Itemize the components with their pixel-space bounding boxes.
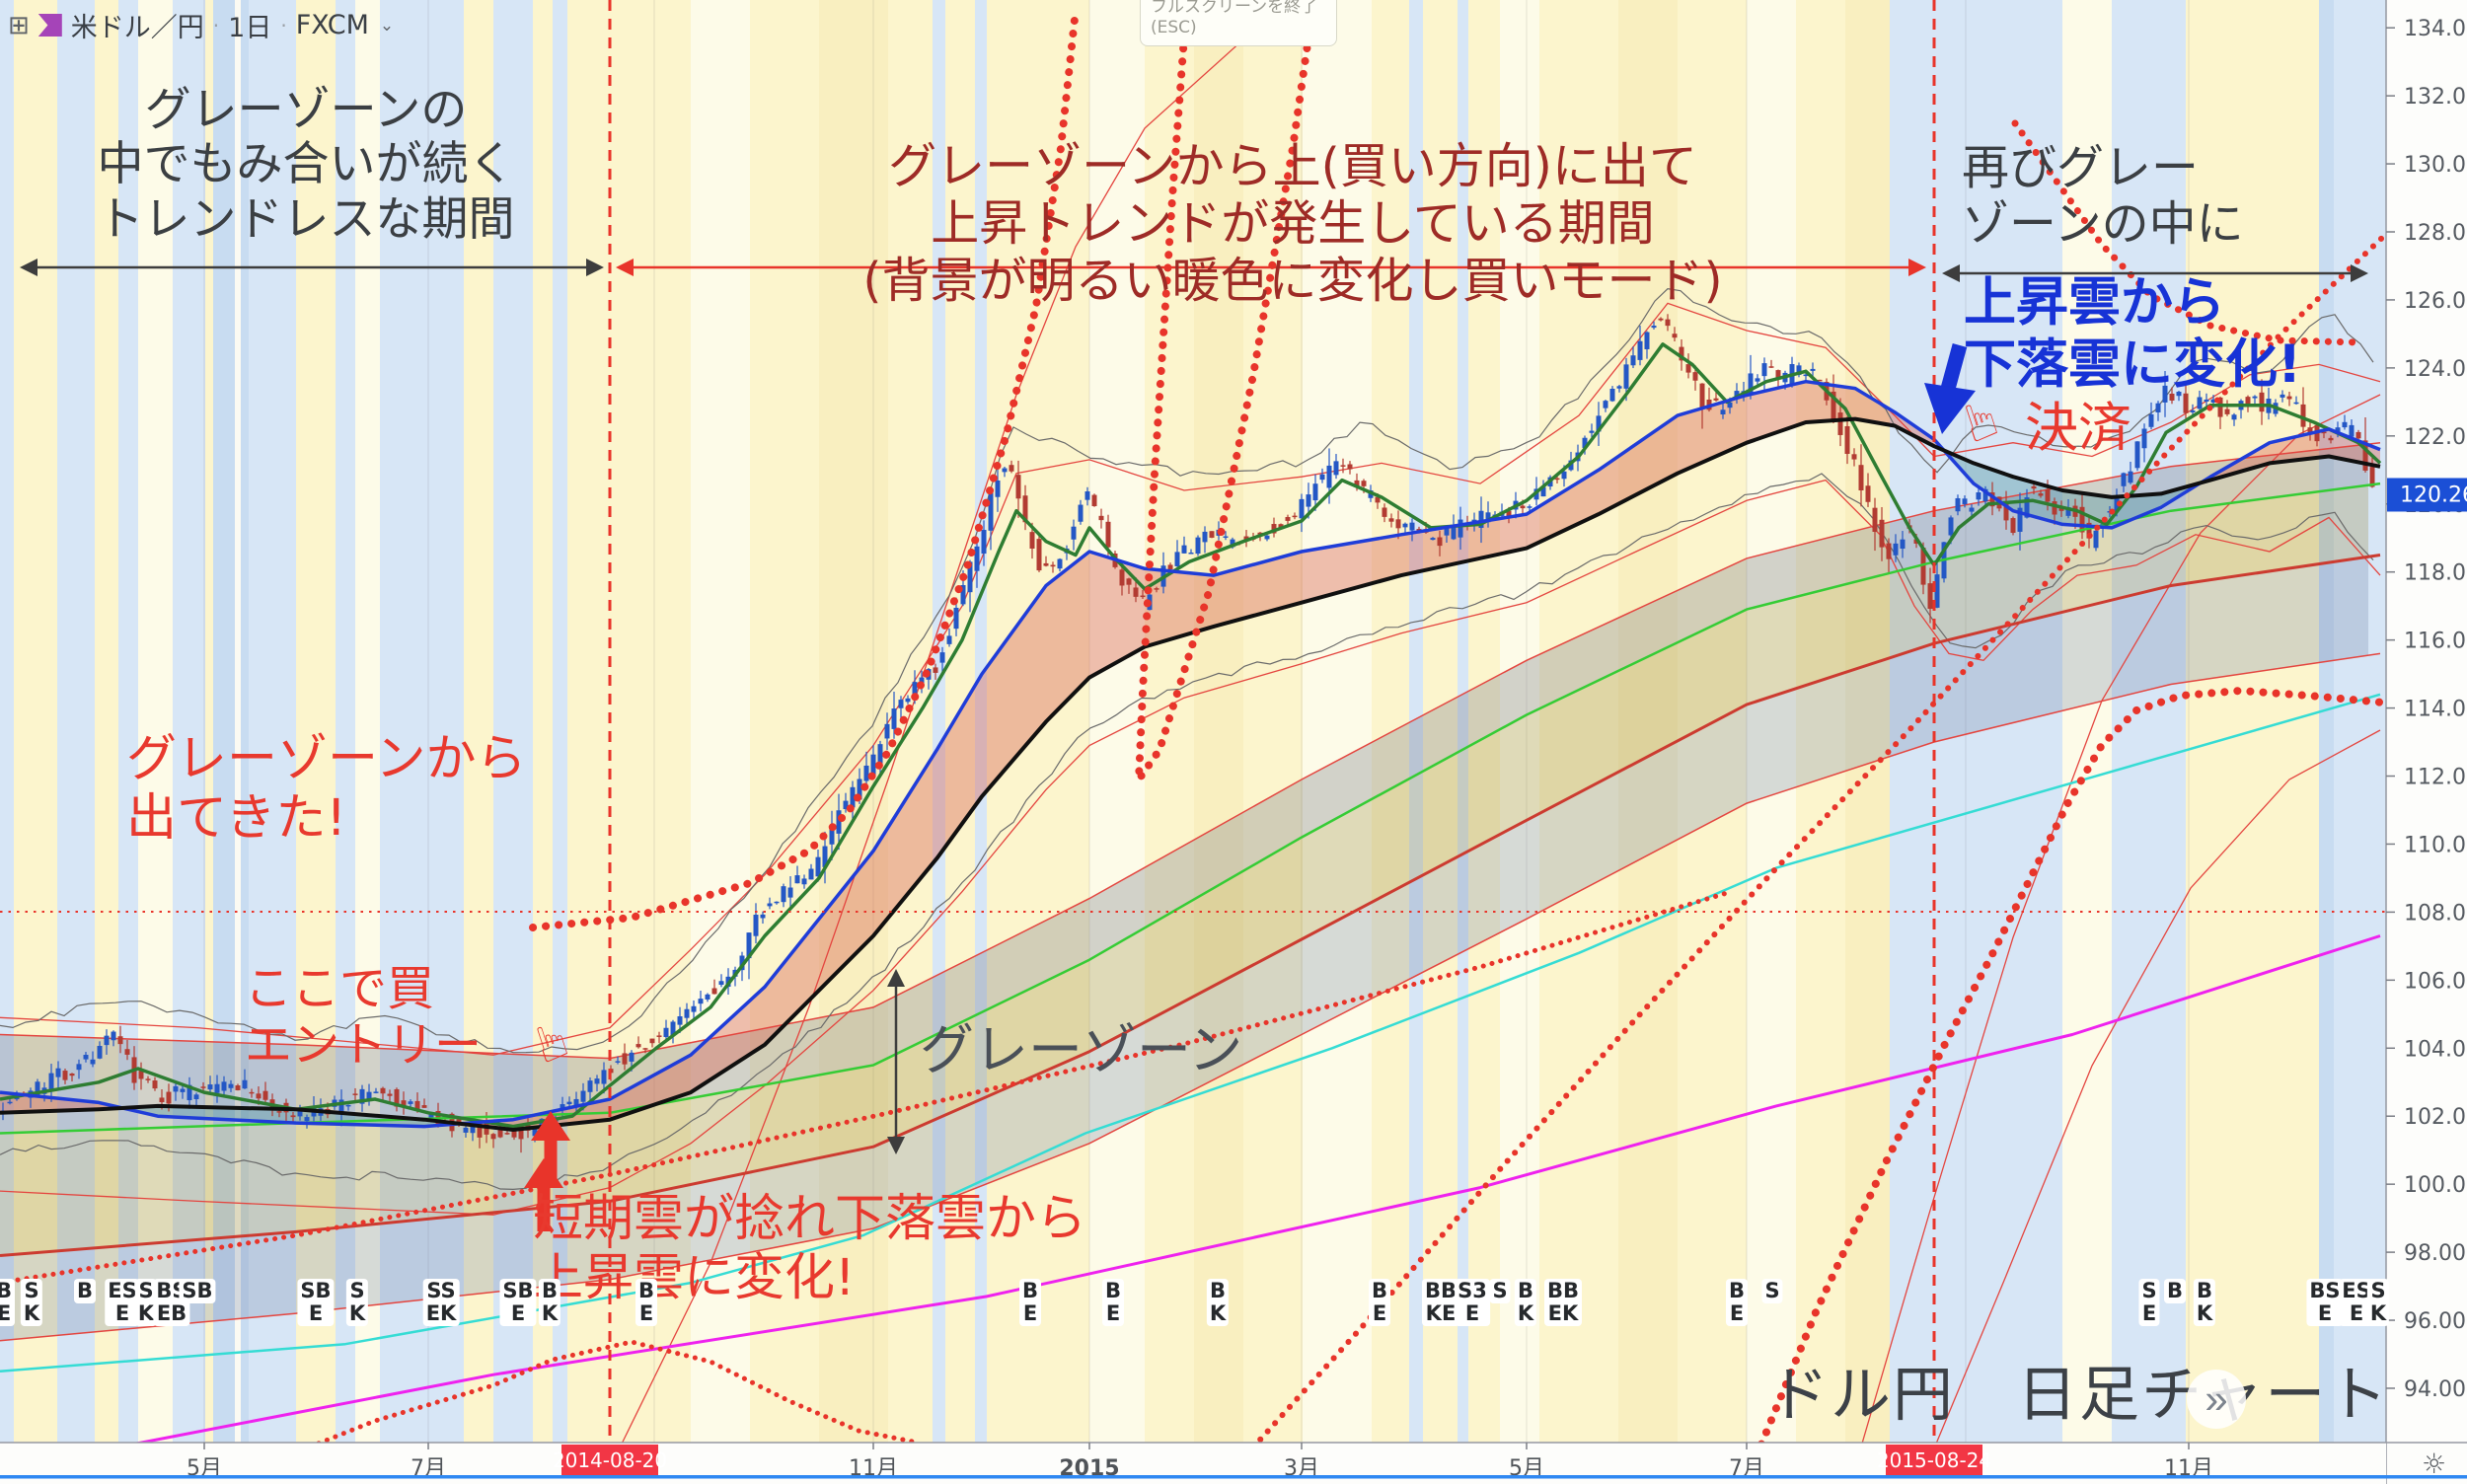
trade-marker[interactable]: BS E (2306, 1279, 2344, 1326)
price-scale: 134.000 132.000 130.000 128.000 126.000 124.0… (2385, 0, 2467, 1484)
trade-marker[interactable]: S (1489, 1279, 1511, 1303)
annotation-arrows (20, 259, 2368, 1231)
svg-text:114.000: 114.000 (2404, 698, 2467, 722)
tooltip-line1: フルスクリーンを終了 (1151, 0, 1318, 17)
event-dashed-lines (608, 0, 1936, 1443)
exchange-label[interactable]: FXCM (295, 10, 369, 40)
separator-dot: · (280, 13, 287, 37)
fractal-channel-lines (0, 288, 2374, 1191)
svg-text:120.269: 120.269 (2400, 482, 2467, 507)
trade-marker[interactable]: S (1761, 1279, 1783, 1303)
trade-marker[interactable]: B (2163, 1279, 2187, 1303)
svg-text:132.000: 132.000 (2404, 85, 2467, 110)
svg-text:94.000: 94.000 (2404, 1377, 2467, 1402)
svg-text:96.000: 96.000 (2404, 1309, 2467, 1334)
trade-marker[interactable]: SB (179, 1279, 216, 1303)
svg-text:102.000: 102.000 (2404, 1105, 2467, 1130)
svg-text:2015-08-24: 2015-08-24 (1877, 1448, 1991, 1472)
trade-marker[interactable]: B (73, 1279, 97, 1303)
trade-marker[interactable]: BB EK (1543, 1279, 1583, 1326)
svg-text:108.000: 108.000 (2404, 901, 2467, 926)
scale-settings-gear-icon[interactable]: ☼ (2422, 1447, 2446, 1480)
grid-layout-icon[interactable]: ⊞ (8, 10, 30, 40)
svg-text:128.000: 128.000 (2404, 221, 2467, 246)
symbol-title[interactable]: 米ドル／円 (70, 13, 204, 43)
purple-flag-icon[interactable] (37, 14, 62, 37)
svg-text:112.000: 112.000 (2404, 766, 2467, 790)
symbol-bar: ⊞ 米ドル／円 · 1日 · FXCM ⌄ (8, 6, 394, 44)
svg-text:100.000: 100.000 (2404, 1173, 2467, 1198)
svg-text:2014-08-20: 2014-08-20 (553, 1448, 667, 1472)
trade-marker[interactable]: SB E (499, 1279, 537, 1326)
trade-marker[interactable]: S3 E (1455, 1279, 1490, 1326)
svg-text:126.000: 126.000 (2404, 289, 2467, 314)
svg-text:106.000: 106.000 (2404, 969, 2467, 994)
trade-marker[interactable]: ES E (105, 1279, 140, 1326)
svg-text:134.000: 134.000 (2404, 17, 2467, 41)
scroll-right-button[interactable]: » (2187, 1370, 2246, 1429)
svg-text:98.000: 98.000 (2404, 1241, 2467, 1266)
svg-text:104.000: 104.000 (2404, 1037, 2467, 1062)
svg-text:116.000: 116.000 (2404, 630, 2467, 654)
svg-text:110.000: 110.000 (2404, 833, 2467, 857)
trade-marker[interactable]: SS EK (422, 1279, 460, 1326)
trade-marker[interactable]: SB E (297, 1279, 335, 1326)
chevron-down-icon[interactable]: ⌄ (379, 15, 395, 36)
candles (0, 314, 2375, 1153)
tooltip-line2: (ESC) (1151, 18, 1197, 38)
svg-text:130.000: 130.000 (2404, 153, 2467, 178)
exit-fullscreen-tooltip: フルスクリーンを終了 (ESC) (1140, 0, 1337, 46)
background-stripes (0, 0, 2386, 1443)
svg-text:118.000: 118.000 (2404, 561, 2467, 586)
red-dotted-curves (0, 6, 2387, 1484)
svg-text:122.000: 122.000 (2404, 425, 2467, 450)
trade-marker[interactable]: BB KE (1421, 1279, 1460, 1326)
interval-label[interactable]: 1日 (228, 13, 272, 43)
indicator-bands (0, 444, 2368, 1341)
separator-dot: · (212, 13, 220, 37)
svg-text:124.000: 124.000 (2404, 357, 2467, 382)
